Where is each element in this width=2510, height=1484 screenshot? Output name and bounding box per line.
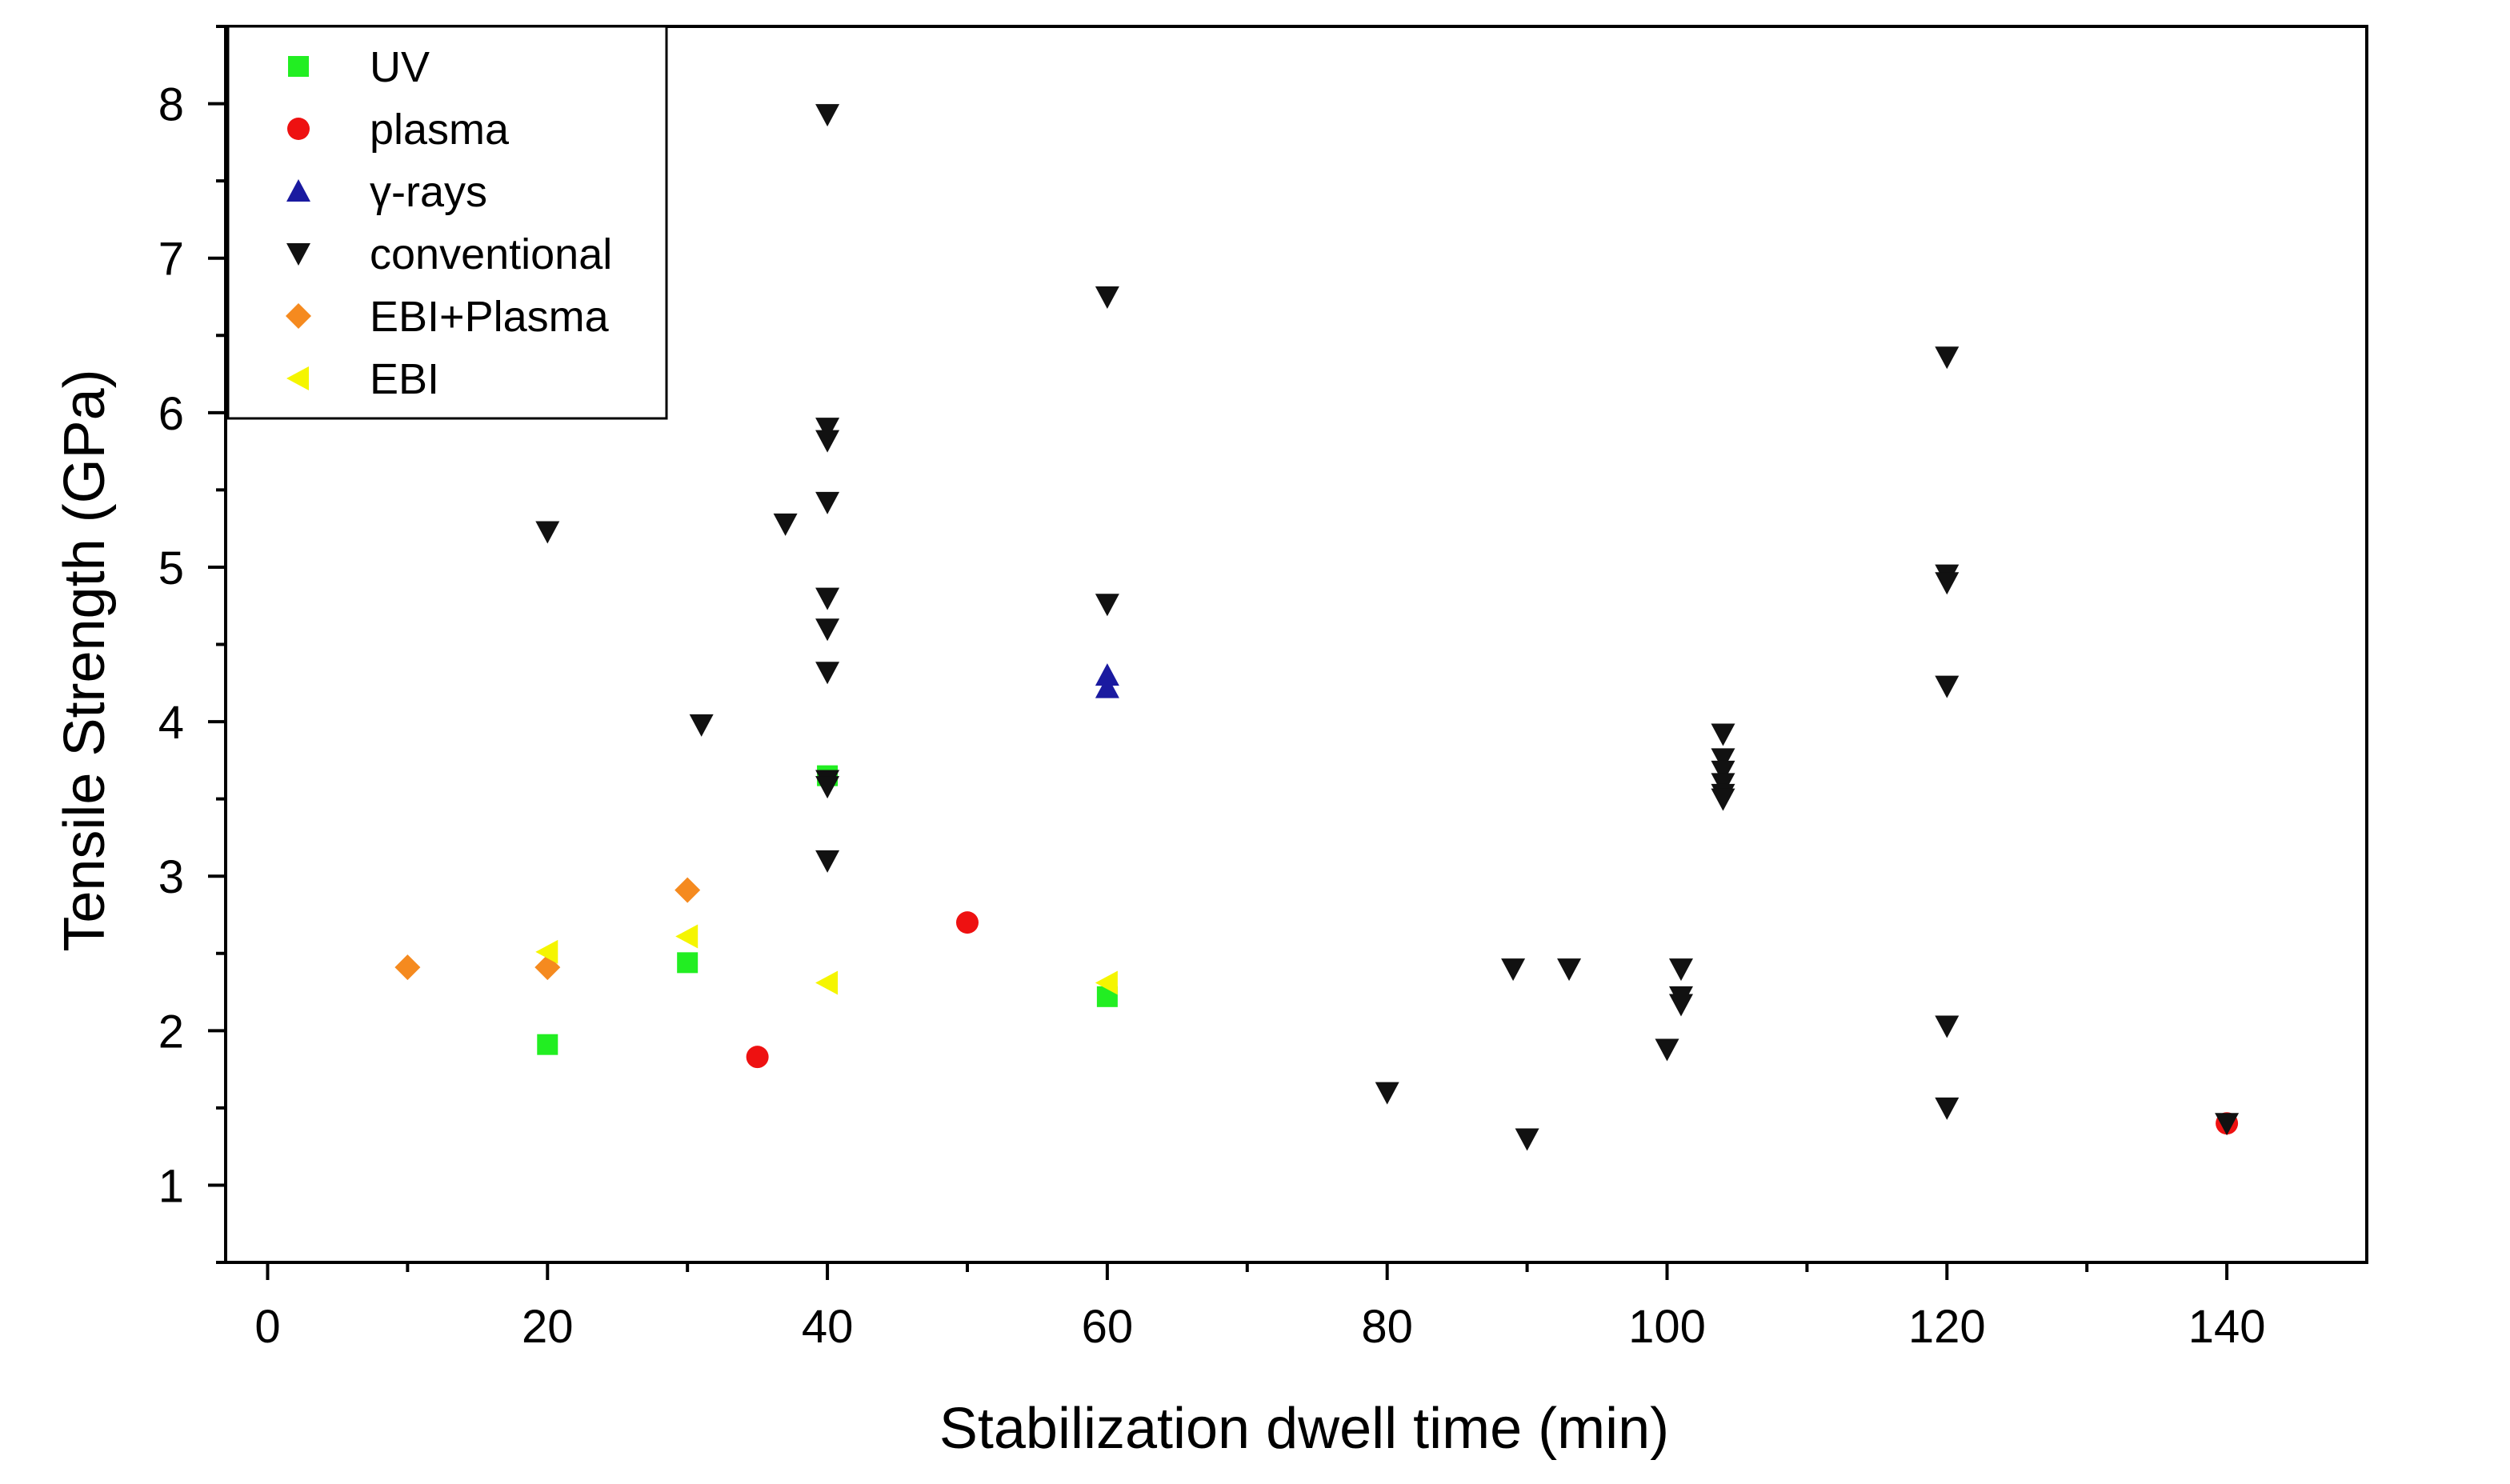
data-point-rays [1095, 663, 1119, 686]
data-point-ebi-plasma [394, 954, 421, 981]
data-point-ebi [1095, 970, 1118, 995]
legend-marker [286, 243, 310, 266]
data-point-conventional [815, 850, 840, 873]
y-tick-label: 5 [158, 542, 184, 594]
x-tick-label: 80 [1361, 1301, 1413, 1353]
data-point-conventional [1935, 675, 1960, 698]
data-point-ebi-plasma [675, 877, 701, 903]
data-point-conventional [815, 104, 840, 127]
legend: UV plasma γ-rays conventional EBI+Plasma EBI [226, 25, 668, 420]
y-tick-label: 8 [158, 79, 184, 131]
data-point-conventional [1935, 572, 1960, 595]
y-tick-label: 1 [158, 1160, 184, 1212]
data-point-ebi [815, 970, 839, 995]
data-point-conventional [1375, 1082, 1399, 1105]
data-point-ebi [675, 924, 699, 949]
data-point-conventional [815, 776, 840, 799]
legend-marker [286, 366, 309, 390]
data-point-conventional [689, 714, 714, 737]
legend-marker [287, 118, 310, 140]
legend-marker [286, 179, 310, 202]
data-point-conventional [1935, 1015, 1960, 1038]
y-tick-label: 2 [158, 1006, 184, 1058]
data-point-conventional [1095, 286, 1119, 309]
data-point-plasma [746, 1046, 769, 1069]
data-point-conventional [815, 587, 840, 610]
legend-marker [288, 56, 309, 77]
legend-label: UV [370, 43, 430, 91]
data-point-conventional [1668, 958, 1693, 982]
data-point-conventional [815, 662, 840, 685]
data-point-uv [537, 1034, 558, 1055]
data-point-conventional [1655, 1038, 1679, 1062]
data-point-conventional [1515, 1128, 1539, 1151]
data-points [394, 104, 2240, 1151]
x-tick-label: 140 [2188, 1301, 2266, 1353]
x-tick-label: 120 [1908, 1301, 1986, 1353]
series-conventional [535, 104, 2240, 1151]
data-point-conventional [2215, 1113, 2240, 1136]
data-point-conventional [773, 513, 798, 536]
data-point-conventional [1935, 346, 1960, 370]
y-tick-label: 4 [158, 697, 184, 749]
x-tick-label: 20 [522, 1301, 574, 1353]
series-ebi [535, 924, 1118, 995]
legend-marker [286, 303, 311, 329]
legend-label: conventional [370, 230, 612, 278]
data-point-conventional [1557, 958, 1582, 982]
y-axis-title: Tensile Strength (GPa) [53, 369, 117, 951]
data-point-conventional [815, 430, 840, 453]
x-tick-label: 100 [1628, 1301, 1706, 1353]
data-point-conventional [1501, 958, 1526, 982]
legend-label: EBI [370, 355, 439, 403]
data-point-conventional [1711, 788, 1735, 811]
data-point-uv [677, 952, 699, 974]
data-point-conventional [535, 521, 560, 544]
legend-label: plasma [370, 106, 510, 154]
x-tick-label: 60 [1082, 1301, 1134, 1353]
y-tick-label: 3 [158, 851, 184, 903]
data-point-rays [1095, 675, 1119, 698]
data-point-conventional [1711, 723, 1735, 746]
data-point-plasma [955, 911, 979, 934]
axis-ticks [208, 25, 2229, 1280]
axis-tick-labels: 0 20 40 60 80 100 120 140 1 2 3 4 5 6 7 8 [158, 79, 2266, 1353]
series-rays [1095, 663, 1119, 698]
data-point-ebi [535, 939, 558, 964]
data-point-conventional [1711, 748, 1735, 771]
y-tick-label: 7 [158, 234, 184, 286]
y-tick-label: 6 [158, 388, 184, 440]
x-tick-label: 0 [254, 1301, 280, 1353]
legend-box [226, 25, 668, 420]
data-point-conventional [815, 618, 840, 642]
data-point-conventional [1095, 594, 1119, 617]
legend-label: EBI+Plasma [370, 293, 610, 341]
data-point-conventional [815, 491, 840, 514]
data-point-conventional [815, 418, 840, 441]
legend-label: γ-rays [370, 168, 487, 216]
data-point-conventional [1711, 760, 1735, 783]
data-point-conventional [1935, 1097, 1960, 1120]
x-axis-title: Stabilization dwell time (min) [939, 1397, 1669, 1461]
data-point-conventional [1668, 994, 1693, 1017]
x-tick-label: 40 [802, 1301, 854, 1353]
